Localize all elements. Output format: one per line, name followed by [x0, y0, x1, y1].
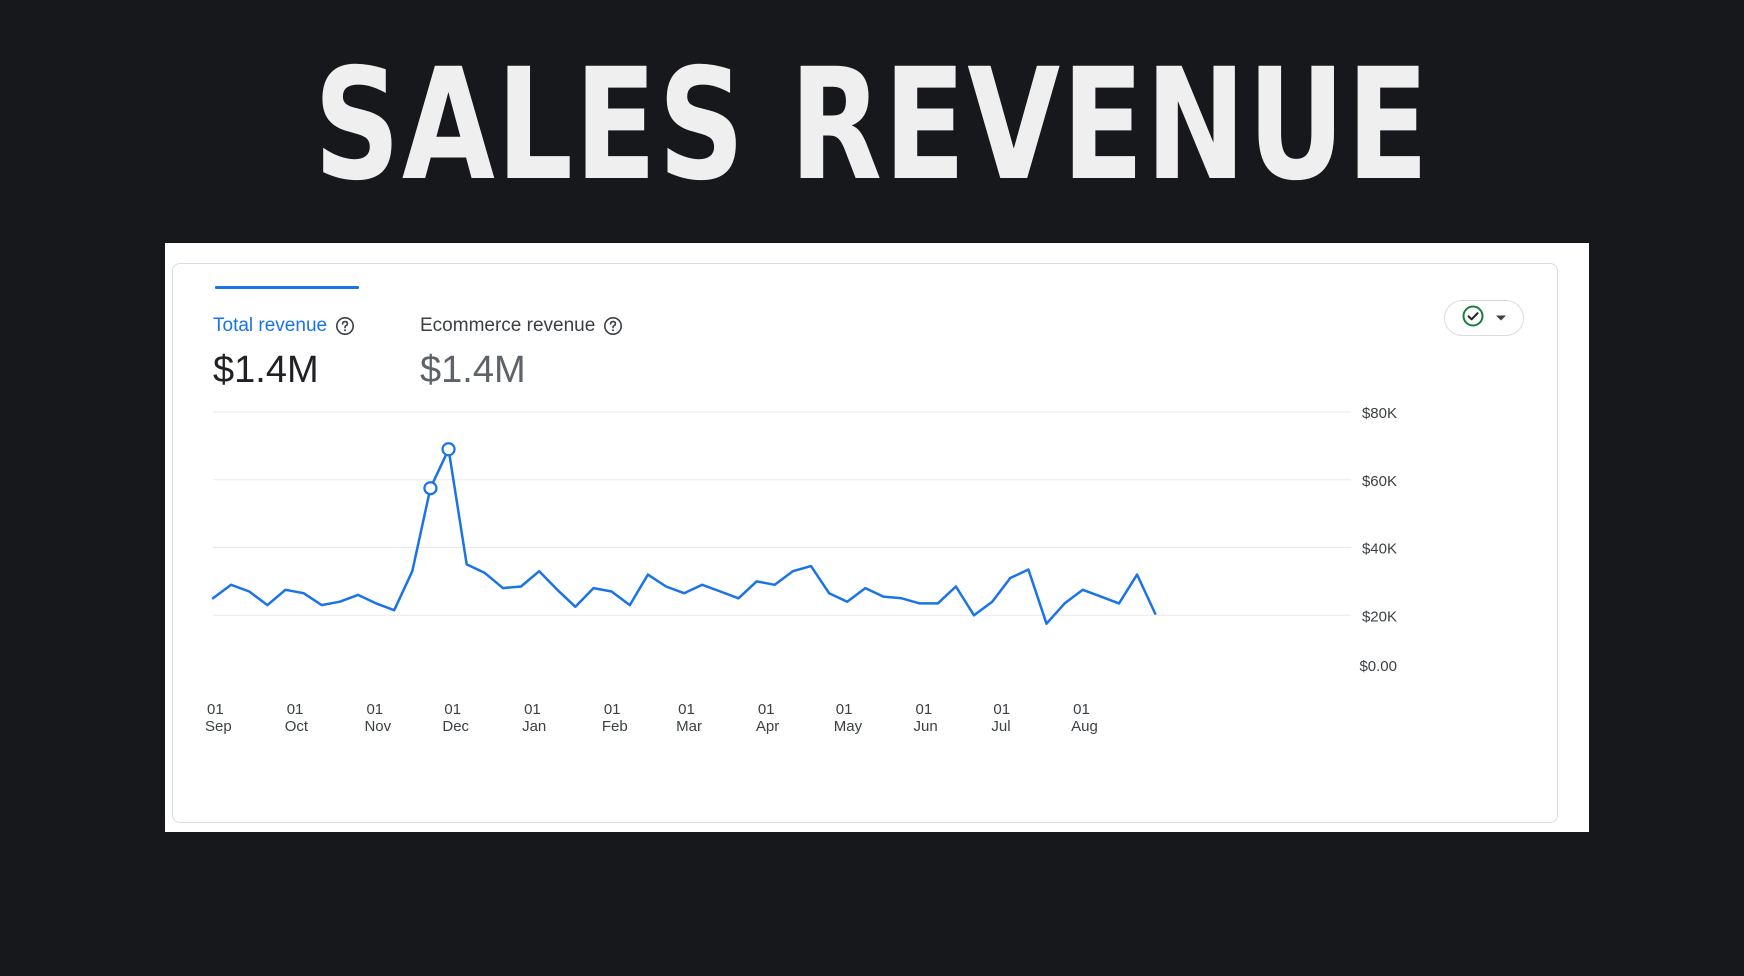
x-tick-day: 01 — [758, 701, 775, 718]
y-tick-label: $80K — [1362, 405, 1397, 422]
metric-label: Total revenue — [213, 315, 328, 336]
revenue-line-chart: $0.00$20K$40K$60K$80K01Sep01Oct01Nov01De… — [205, 405, 1397, 735]
y-tick-label: $20K — [1362, 608, 1397, 625]
revenue-card: Total revenue $1.4M Ecommerce revenue — [172, 263, 1558, 823]
x-tick-month: Aug — [1071, 718, 1098, 735]
x-tick-day: 01 — [366, 701, 383, 718]
data-quality-dropdown-button[interactable] — [1444, 300, 1524, 336]
data-point-marker[interactable] — [441, 442, 456, 457]
y-tick-label: $40K — [1362, 541, 1397, 558]
x-tick-month: Jun — [913, 718, 937, 735]
x-tick-day: 01 — [604, 701, 621, 718]
x-tick-month: Sep — [205, 718, 232, 735]
series-line — [211, 448, 1157, 625]
x-tick-day: 01 — [993, 701, 1010, 718]
metric-tab-ecommerce-revenue[interactable]: Ecommerce revenue $1.4M — [420, 314, 623, 392]
y-tick-label: $60K — [1362, 473, 1397, 490]
x-tick-day: 01 — [207, 701, 224, 718]
x-tick-day: 01 — [836, 701, 853, 718]
x-tick-month: Oct — [285, 718, 309, 735]
x-tick-day: 01 — [524, 701, 541, 718]
data-point-marker[interactable] — [423, 481, 438, 496]
x-tick-day: 01 — [444, 701, 461, 718]
x-tick-month: Jul — [991, 718, 1010, 735]
caret-down-icon — [1495, 309, 1507, 327]
active-tab-indicator — [215, 286, 359, 289]
x-tick-month: Dec — [442, 718, 469, 735]
help-circle-icon[interactable] — [335, 316, 355, 336]
y-tick-label: $0.00 — [1359, 658, 1397, 675]
x-tick-month: Feb — [602, 718, 628, 735]
x-tick-month: Mar — [676, 718, 702, 735]
x-tick-day: 01 — [1073, 701, 1090, 718]
x-tick-month: Nov — [364, 718, 391, 735]
help-circle-icon[interactable] — [603, 316, 623, 336]
metric-label: Ecommerce revenue — [420, 315, 596, 336]
x-tick-day: 01 — [678, 701, 695, 718]
x-tick-month: May — [834, 718, 863, 735]
check-circle-icon — [1461, 304, 1485, 333]
page-headline: SALES REVENUE — [313, 36, 1431, 215]
metric-tab-total-revenue[interactable]: Total revenue $1.4M — [213, 314, 355, 392]
metric-value: $1.4M — [213, 349, 319, 391]
analytics-panel: Total revenue $1.4M Ecommerce revenue — [165, 243, 1589, 832]
x-tick-month: Apr — [756, 718, 779, 735]
x-tick-month: Jan — [522, 718, 546, 735]
x-tick-day: 01 — [287, 701, 304, 718]
metric-value: $1.4M — [420, 349, 526, 391]
x-tick-day: 01 — [915, 701, 932, 718]
